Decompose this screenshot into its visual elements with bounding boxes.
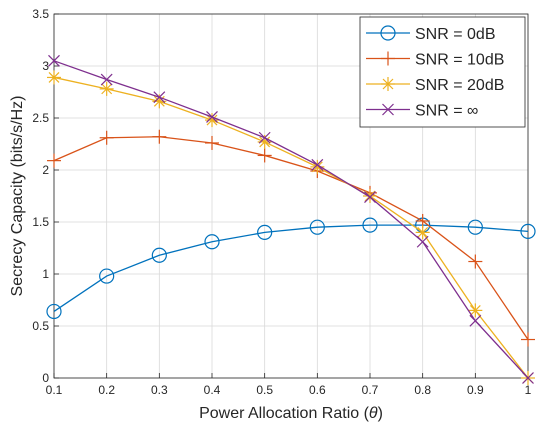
- data-point: [416, 235, 429, 248]
- data-point: [520, 223, 536, 239]
- series-line: [53, 76, 529, 379]
- legend-marker: [382, 103, 394, 116]
- data-point: [258, 131, 271, 144]
- data-point: [310, 159, 325, 174]
- legend-item: SNR = 0dB: [366, 25, 495, 43]
- series-line: [53, 136, 529, 340]
- series-3: [48, 54, 534, 384]
- plot-frame: [53, 13, 529, 379]
- x-tick-label: 0.8: [414, 383, 431, 397]
- series-line: [53, 60, 529, 379]
- data-point: [153, 91, 166, 104]
- series-1: [47, 129, 535, 347]
- legend-item: SNR = 20dB: [366, 77, 504, 94]
- y-axis-label: Secrecy Capacity (bits/s/Hz): [9, 96, 26, 297]
- data-point: [47, 70, 61, 85]
- legend-marker: [381, 51, 395, 66]
- y-tick-label: 3: [42, 59, 49, 73]
- y-tick-label: 0.5: [32, 319, 49, 333]
- x-axis: 0.1 0.2 0.3 0.4 0.5 0.6 0.7 0.8 0.9 1: [46, 373, 532, 397]
- data-point: [468, 254, 483, 269]
- series-0: [46, 217, 536, 320]
- data-point: [467, 219, 483, 235]
- data-point: [522, 372, 534, 384]
- x-tick-label: 0.7: [362, 383, 379, 397]
- data-point: [469, 314, 482, 327]
- legend-label: SNR = 20dB: [415, 77, 504, 94]
- data-point: [151, 247, 167, 263]
- data-point: [99, 268, 115, 284]
- y-tick-label: 0: [42, 371, 49, 385]
- data-point: [309, 219, 325, 235]
- data-point: [415, 225, 430, 240]
- x-tick-label: 0.2: [98, 383, 115, 397]
- data-point: [521, 332, 535, 347]
- legend-item: SNR = 10dB: [366, 51, 504, 69]
- data-point: [99, 81, 114, 96]
- y-tick-label: 2.5: [32, 111, 49, 125]
- data-point: [46, 303, 62, 320]
- legend-label: SNR = 10dB: [415, 52, 504, 69]
- y-axis: 0 0.5 1 1.5 2 2.5 3 3.5: [32, 7, 59, 385]
- legend-label: SNR = ∞: [415, 103, 478, 120]
- data-point: [364, 191, 376, 203]
- data-point: [257, 148, 272, 163]
- x-tick-label: 0.1: [46, 383, 63, 397]
- legend-item: SNR = ∞: [366, 103, 478, 120]
- x-axis-label: Power Allocation Ratio (θ): [199, 405, 383, 422]
- x-tick-label: 0.6: [309, 383, 326, 397]
- y-tick-label: 2: [42, 163, 49, 177]
- y-tick-label: 1.5: [32, 215, 49, 229]
- legend: SNR = 0dB SNR = 10dB SNR = 20dB SNR = ∞: [359, 16, 526, 128]
- legend-marker: [381, 77, 395, 91]
- x-tick-label: 0.3: [151, 383, 168, 397]
- series-line: [53, 224, 529, 312]
- y-tick-label: 3.5: [32, 7, 49, 21]
- x-tick-label: 0.5: [256, 383, 273, 397]
- legend-label: SNR = 0dB: [415, 26, 495, 43]
- data-point: [152, 129, 167, 144]
- y-tick-label: 1: [42, 267, 49, 281]
- data-point: [206, 111, 218, 123]
- series-layer: [46, 54, 536, 385]
- data-point: [204, 234, 220, 250]
- data-point: [48, 54, 60, 67]
- x-tick-label: 1: [525, 383, 532, 397]
- data-point: [468, 303, 483, 318]
- x-tick-label: 0.9: [467, 383, 484, 397]
- data-point: [362, 217, 378, 233]
- legend-marker: [380, 25, 396, 41]
- data-point: [205, 135, 219, 150]
- data-point: [47, 153, 61, 168]
- data-point: [100, 73, 113, 86]
- data-point: [205, 113, 219, 128]
- x-tick-label: 0.4: [204, 383, 221, 397]
- data-point: [257, 224, 273, 240]
- data-point: [99, 130, 114, 145]
- data-point: [311, 158, 324, 171]
